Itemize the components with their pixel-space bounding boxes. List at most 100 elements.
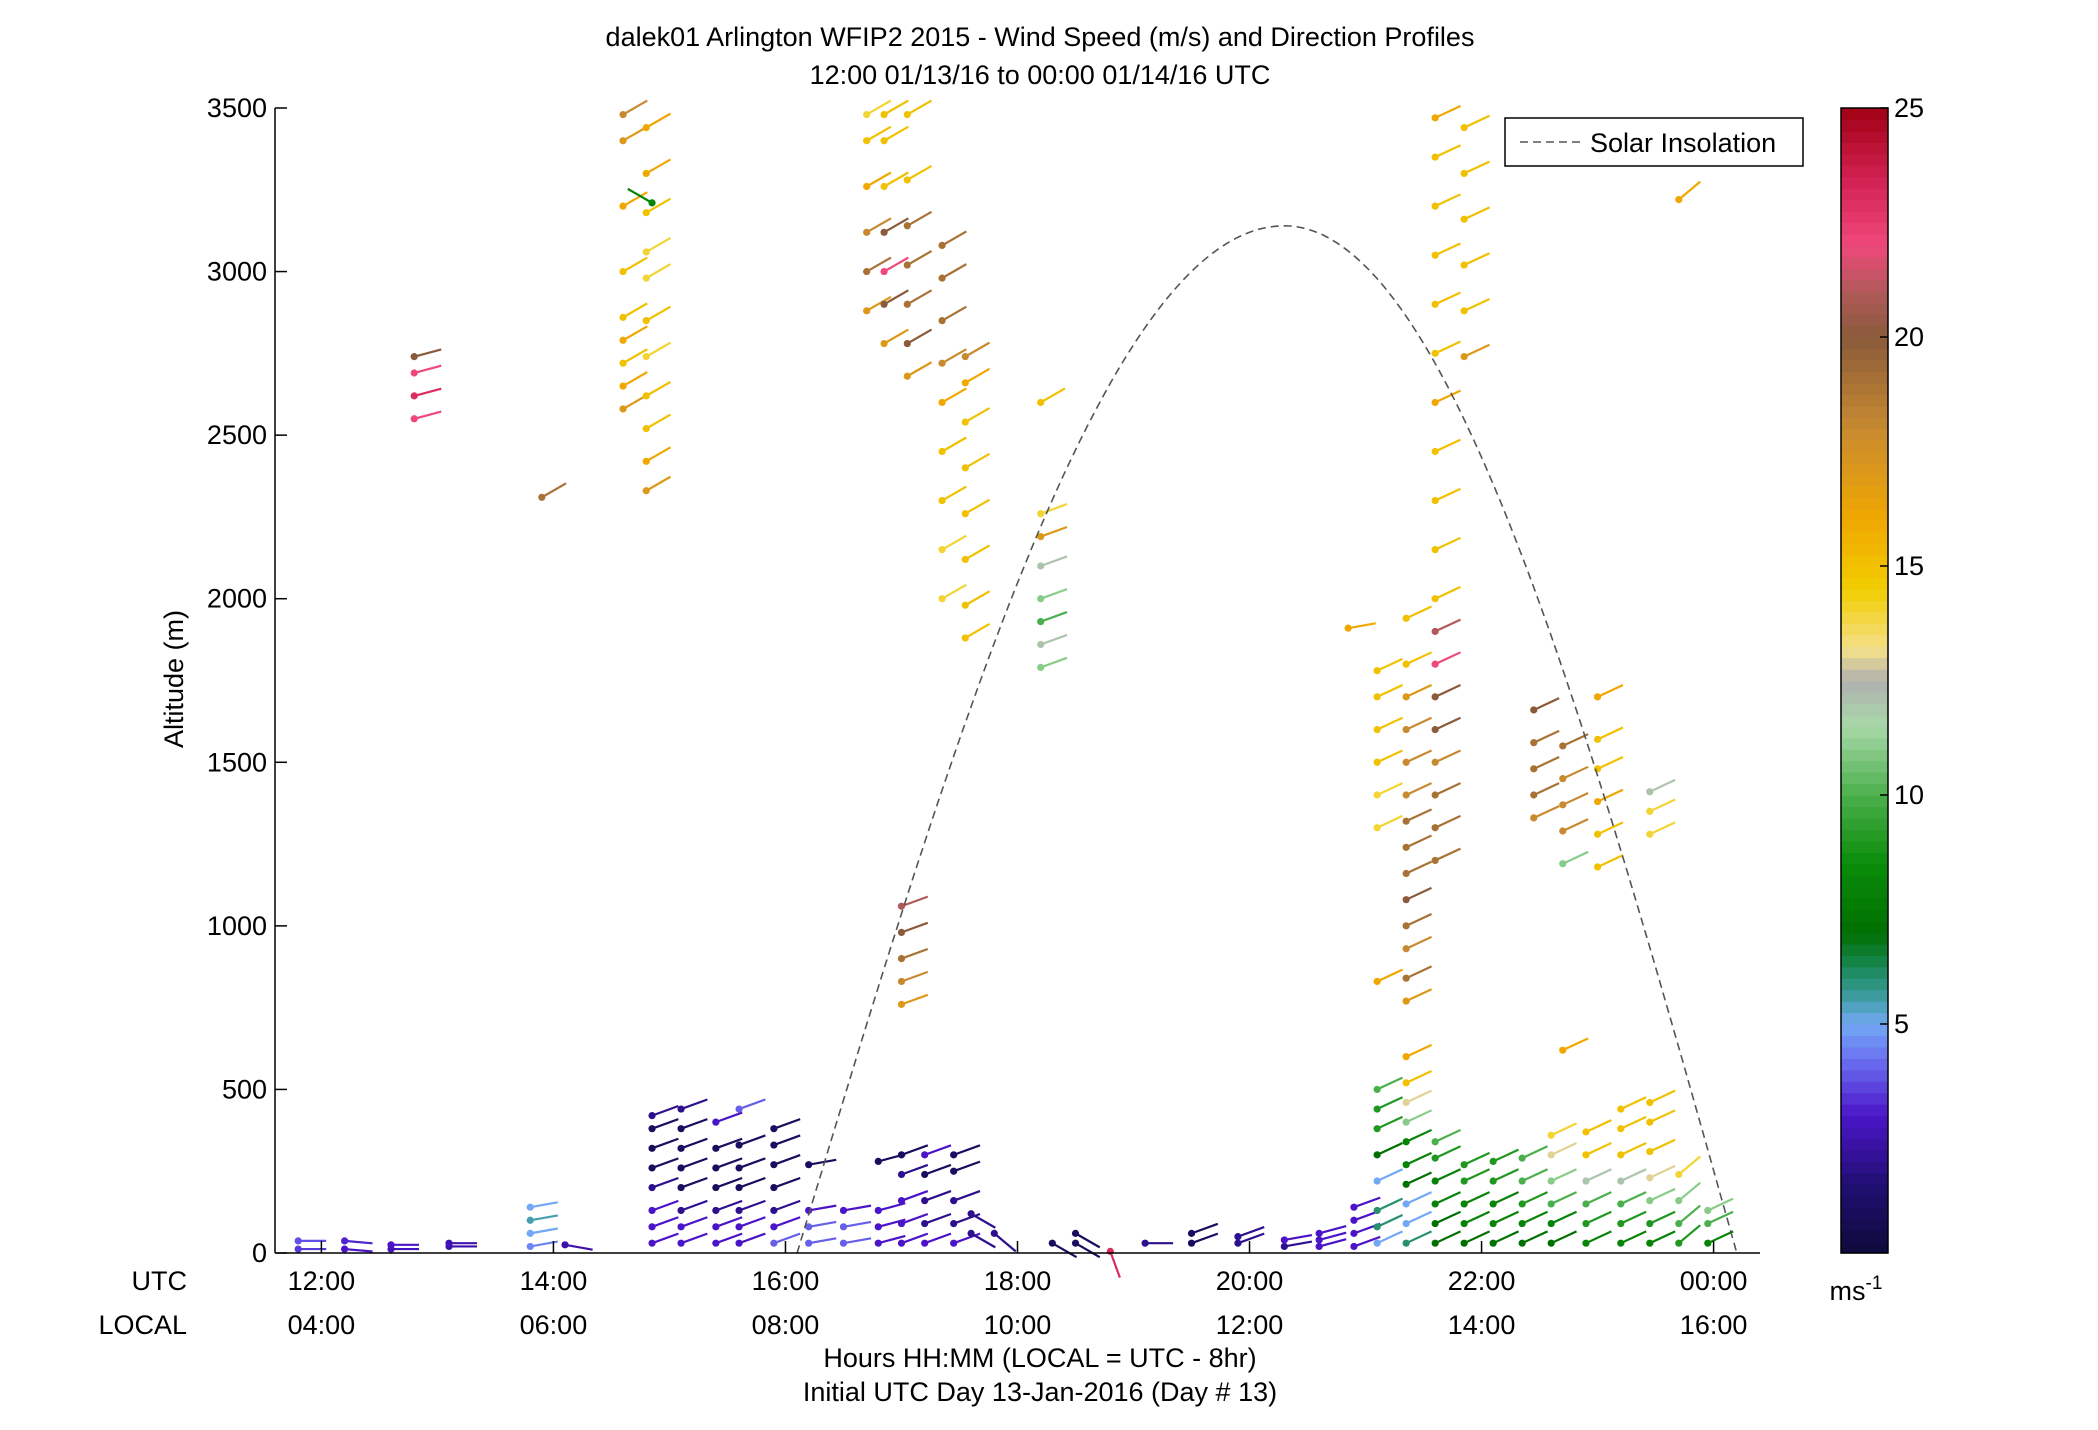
wind-barb-dot <box>1315 1236 1323 1244</box>
wind-barb-dot <box>1460 124 1468 132</box>
colorbar-tick-label: 25 <box>1894 93 1924 123</box>
wind-barb-line <box>1405 782 1432 796</box>
wind-barb-line <box>1434 1210 1461 1225</box>
wind-barb-line <box>1550 1122 1578 1137</box>
wind-barb-line <box>1405 1089 1432 1104</box>
wind-barb-line <box>413 387 442 397</box>
wind-barb-dot <box>770 1183 778 1192</box>
wind-barb-line <box>738 1157 766 1169</box>
wind-barb-line <box>1463 343 1491 358</box>
wind-barb-dot <box>1646 1147 1654 1156</box>
wind-barb-line <box>1649 1138 1676 1153</box>
colorbar-unit-base: ms <box>1830 1276 1866 1306</box>
colorbar-swatch <box>1841 130 1888 143</box>
wind-barb-dot <box>1559 827 1567 835</box>
plot-layer <box>294 99 1738 1279</box>
wind-barb-line <box>1237 1232 1265 1245</box>
colorbar-swatch <box>1841 829 1888 842</box>
wind-barb-line <box>1434 536 1461 551</box>
colorbar-swatch <box>1841 211 1888 224</box>
wind-barb-line <box>1533 729 1560 744</box>
x-tick-label-utc: 00:00 <box>1680 1266 1748 1296</box>
colorbar-swatch <box>1841 314 1888 327</box>
wind-barb-line <box>651 1157 679 1169</box>
wind-barb-dot <box>1704 1219 1712 1228</box>
colorbar-tick-label: 10 <box>1894 780 1924 810</box>
wind-barb-dot <box>1547 1131 1555 1139</box>
wind-barb-line <box>1463 1230 1491 1245</box>
wind-barb-dot <box>938 241 946 249</box>
wind-barb-dot <box>341 1245 349 1253</box>
wind-barb-line <box>1550 1230 1578 1245</box>
wind-barb-dot <box>1431 1200 1439 1208</box>
wind-barb-dot <box>1646 1239 1654 1247</box>
wind-barb-dot <box>1431 791 1439 799</box>
wind-barb-line <box>1405 605 1432 620</box>
colorbar-swatch <box>1841 772 1888 785</box>
wind-barb-dot <box>938 317 946 325</box>
wind-barb-dot <box>1675 1239 1683 1247</box>
wind-barb-line <box>1318 1231 1347 1241</box>
wind-barb-dot <box>1547 1200 1555 1208</box>
wind-barb-line <box>1191 1222 1219 1235</box>
wind-barb-line <box>1597 726 1624 741</box>
wind-barb-dot <box>341 1237 349 1245</box>
wind-barb-line <box>622 348 648 365</box>
wind-barb-line <box>1649 1187 1676 1202</box>
colorbar-swatch <box>1841 382 1888 395</box>
wind-barb-dot <box>961 634 969 642</box>
wind-barb-dot <box>1402 1138 1410 1146</box>
legend: Solar Insolation <box>1504 117 1804 167</box>
wind-barb-dot <box>712 1118 720 1126</box>
chart-title: dalek01 Arlington WFIP2 2015 - Wind Spee… <box>606 22 1475 52</box>
wind-barb-line <box>964 452 991 469</box>
wind-barb-dot <box>1547 1177 1555 1185</box>
wind-barb-dot <box>648 1239 656 1247</box>
wind-barb-line <box>645 263 672 280</box>
colorbar-swatch <box>1841 268 1888 281</box>
wind-barb-dot <box>1431 496 1439 505</box>
colorbar-swatch <box>1841 1195 1888 1208</box>
wind-barb-dot <box>938 546 946 554</box>
wind-barb-line <box>1405 1070 1432 1084</box>
wind-barb-dot <box>1582 1177 1590 1185</box>
wind-barb-line <box>1376 1096 1403 1111</box>
wind-barb-line <box>645 112 672 129</box>
wind-barb-line <box>773 1176 801 1189</box>
x-row-label-local: LOCAL <box>98 1310 187 1340</box>
wind-barb-dot <box>903 300 911 308</box>
wind-barb-line <box>964 590 991 607</box>
wind-barb-dot <box>938 496 946 505</box>
wind-barb-dot <box>712 1239 720 1247</box>
wind-barb-dot <box>648 1223 656 1231</box>
wind-barb-line <box>645 413 672 430</box>
wind-barb-line <box>941 348 967 365</box>
wind-barb-line <box>1585 1119 1612 1133</box>
wind-barb-line <box>1434 847 1461 862</box>
wind-barb-dot <box>897 902 906 910</box>
wind-barb-dot <box>526 1203 534 1211</box>
wind-barb-dot <box>897 1170 906 1179</box>
wind-barb-dot <box>874 1223 882 1231</box>
wind-barb-line <box>1040 555 1068 568</box>
wind-barb-dot <box>1315 1229 1323 1237</box>
wind-barb-line <box>906 210 933 227</box>
wind-barb-line <box>1376 1168 1403 1183</box>
wind-barb-line <box>1585 1230 1612 1245</box>
colorbar-frame <box>1840 107 1889 1254</box>
colorbar-swatch <box>1841 623 1888 636</box>
wind-barb-dot <box>770 1141 778 1149</box>
wind-barb-dot <box>619 202 627 210</box>
wind-barb-line <box>866 99 892 116</box>
wind-barb-line <box>964 407 991 424</box>
colorbar-swatch <box>1841 485 1888 498</box>
wind-barb-dot <box>1582 1219 1590 1228</box>
wind-barb-dot <box>1646 1118 1654 1126</box>
wind-barb-dot <box>1593 830 1602 838</box>
colorbar-swatch <box>1841 1024 1888 1037</box>
colorbar-swatch <box>1841 669 1888 682</box>
wind-barb-line <box>1405 1151 1432 1166</box>
wind-barb-dot <box>897 1197 906 1205</box>
wind-barb-line <box>651 1216 679 1228</box>
